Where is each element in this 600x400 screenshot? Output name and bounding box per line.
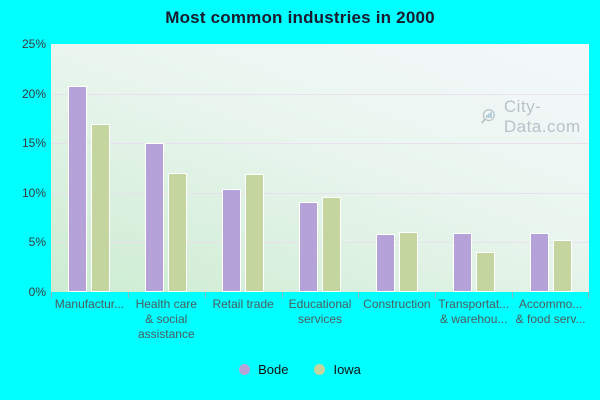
bar-group — [435, 44, 512, 292]
x-axis-tick — [281, 292, 283, 298]
x-axis-tick — [358, 292, 360, 298]
y-axis-tick-label: 25% — [21, 37, 46, 51]
gridline — [51, 143, 589, 145]
bar-group — [51, 44, 128, 292]
x-axis-tick — [51, 292, 52, 298]
x-axis-category-label: Construction — [363, 297, 431, 311]
legend-label: Bode — [258, 362, 289, 377]
x-axis-labels: Manufactur... Health care & social assistan… — [51, 297, 589, 342]
bar-bode — [452, 233, 472, 292]
y-axis-tick-label: 10% — [21, 185, 46, 200]
chart-title: Most common industries in 2000 — [165, 8, 435, 27]
bar-group — [512, 44, 589, 292]
bar-iowa — [398, 231, 418, 292]
x-axis-category-label: Health care & social assistance — [135, 297, 197, 341]
x-axis-tick — [204, 292, 206, 298]
watermark-text: City-Data.com — [503, 97, 581, 136]
y-axis-tick-label: 0% — [28, 285, 46, 299]
x-axis-category-label: Manufactur... — [54, 297, 125, 311]
bar-group — [205, 44, 282, 292]
bar-groups — [51, 44, 589, 292]
bar-group — [358, 44, 435, 292]
legend-swatch-icon — [314, 364, 326, 375]
y-axis-tick-label: 15% — [21, 136, 46, 151]
legend-swatch-icon — [239, 364, 251, 375]
bar-iowa — [475, 252, 495, 292]
bar-bode — [529, 233, 549, 292]
bar-group — [282, 44, 359, 292]
bar-bode — [299, 201, 318, 292]
legend-item-bode: Bode — [239, 362, 288, 377]
x-axis-category-label: Accommo... & food serv... — [515, 297, 586, 326]
gridline — [51, 242, 589, 244]
gridline — [51, 93, 589, 95]
y-axis-labels: 25% 20% 15% 10% 5% 0% — [0, 37, 46, 299]
x-axis-tick — [127, 292, 129, 298]
bar-iowa — [245, 173, 265, 292]
gridline — [51, 192, 589, 194]
x-axis-tick — [588, 292, 589, 298]
x-axis-tick — [435, 292, 437, 298]
bar-iowa — [552, 240, 572, 292]
legend-item-iowa: Iowa — [314, 362, 361, 377]
x-axis-category-label: Transportat... & warehou... — [438, 297, 510, 326]
y-axis-tick-label: 20% — [21, 86, 46, 101]
plot-area: City-Data.com — [51, 44, 589, 292]
bar-group — [128, 44, 205, 292]
chart-legend: Bode Iowa — [0, 362, 600, 377]
magnifier-bar-chart-icon — [481, 109, 495, 124]
bar-iowa — [168, 172, 188, 292]
x-axis-tick — [512, 292, 514, 298]
x-axis-category-label: Retail trade — [212, 297, 274, 311]
x-axis-ticks — [51, 292, 589, 298]
y-axis-tick-label: 5% — [28, 235, 46, 250]
bar-bode — [222, 188, 242, 292]
bar-bode — [145, 143, 165, 292]
bar-iowa — [91, 124, 111, 292]
bar-iowa — [322, 196, 341, 292]
bar-bode — [68, 85, 88, 292]
x-axis-category-label: Educational services — [288, 297, 352, 326]
bar-bode — [375, 234, 395, 292]
watermark: City-Data.com — [481, 97, 589, 137]
legend-label: Iowa — [333, 362, 361, 377]
